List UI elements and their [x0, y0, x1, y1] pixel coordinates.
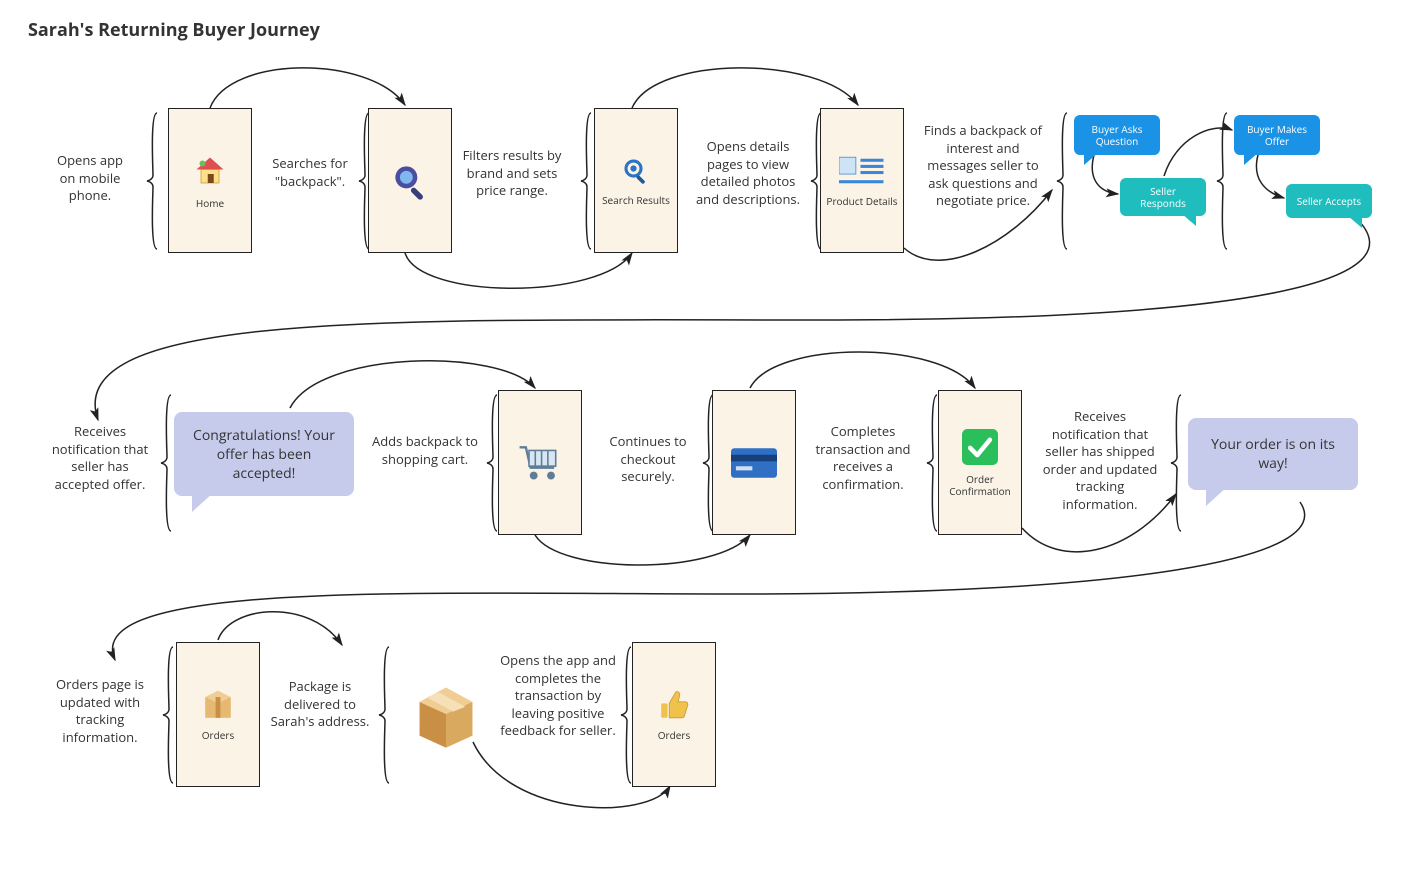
brace [1056, 112, 1068, 250]
brace [378, 646, 390, 784]
chat-bubble: Seller Responds [1120, 178, 1206, 216]
step-label: Continues to checkout securely. [598, 433, 698, 488]
brace [1216, 112, 1228, 250]
chat-text: Seller Responds [1126, 185, 1200, 210]
box-small-icon [202, 689, 234, 721]
flow-arrow [218, 612, 342, 645]
step-label: Opens the app and completes the transact… [498, 652, 618, 772]
chat-bubble: Buyer Asks Question [1074, 115, 1160, 155]
screen-card: Orders [176, 642, 260, 787]
screen-card [712, 390, 796, 535]
step-label: Adds backpack to shopping cart. [370, 433, 480, 488]
home-icon [192, 153, 228, 189]
screen-label: Product Details [825, 195, 899, 207]
flow-arrow [210, 68, 405, 108]
notification-bubble: Congratulations! Your offer has been acc… [174, 412, 354, 496]
notification-text: Your order is on its way! [1202, 435, 1344, 473]
step-label: Receives notification that seller has sh… [1040, 408, 1160, 523]
screen-card [498, 390, 582, 535]
screen-card: Search Results [594, 108, 678, 253]
chat-tail [1244, 153, 1258, 165]
thumb-icon [658, 689, 690, 721]
step-label: Opens app on mobile phone. [50, 152, 130, 212]
chat-text: Buyer Asks Question [1080, 123, 1154, 148]
bubble-tail [192, 492, 214, 512]
bubble-tail [1206, 486, 1228, 506]
brace [1170, 394, 1182, 532]
chat-bubble: Buyer Makes Offer [1234, 115, 1320, 155]
screen-label: Order Confirmation [943, 473, 1017, 497]
step-label: Filters results by brand and sets price … [452, 147, 572, 217]
search-small-icon [621, 156, 651, 186]
step-label: Opens details pages to view detailed pho… [688, 138, 808, 228]
screen-card [368, 108, 452, 253]
screen-card: Home [168, 108, 252, 253]
screen-label: Home [173, 197, 247, 209]
brace [926, 394, 938, 532]
page-title: Sarah's Returning Buyer Journey [28, 18, 320, 42]
brace [486, 394, 498, 532]
brace [146, 112, 158, 250]
flow-arrow [632, 68, 858, 108]
step-label: Receives notification that seller has ac… [50, 423, 150, 503]
screen-card: Product Details [820, 108, 904, 253]
chat-tail [1182, 214, 1196, 226]
flow-arrow [1256, 155, 1284, 198]
brace [620, 646, 632, 784]
step-label: Package is delivered to Sarah's address. [270, 678, 370, 753]
step-label: Completes transaction and receives a con… [808, 423, 918, 498]
notification-bubble: Your order is on its way! [1188, 418, 1358, 490]
chat-tail [1084, 153, 1098, 165]
notification-text: Congratulations! Your offer has been acc… [188, 426, 340, 483]
chat-text: Buyer Makes Offer [1240, 123, 1314, 148]
cart-icon [518, 443, 562, 483]
chat-text: Seller Accepts [1297, 195, 1361, 208]
screen-label: Orders [181, 729, 255, 741]
screen-card: Orders [632, 642, 716, 787]
step-label: Searches for "backpack". [262, 155, 358, 205]
journey-canvas: Sarah's Returning Buyer Journey Opens ap… [0, 0, 1416, 891]
flow-arrow [535, 535, 750, 565]
brace [580, 112, 592, 250]
detail-lines-icon [839, 155, 885, 187]
package-icon [410, 678, 482, 750]
step-label: Finds a backpack of interest and message… [918, 122, 1048, 240]
brace [160, 394, 172, 532]
step-label: Orders page is updated with tracking inf… [50, 676, 150, 756]
search-big-icon [388, 159, 432, 203]
check-icon [962, 429, 998, 465]
credit-card-icon [731, 447, 777, 479]
chat-tail [1348, 216, 1362, 228]
screen-label: Orders [637, 729, 711, 741]
chat-bubble: Seller Accepts [1286, 184, 1372, 218]
flow-arrow [405, 253, 632, 288]
screen-card: Order Confirmation [938, 390, 1022, 535]
brace [162, 646, 174, 784]
flow-arrow [750, 352, 975, 388]
screen-label: Search Results [599, 194, 673, 206]
